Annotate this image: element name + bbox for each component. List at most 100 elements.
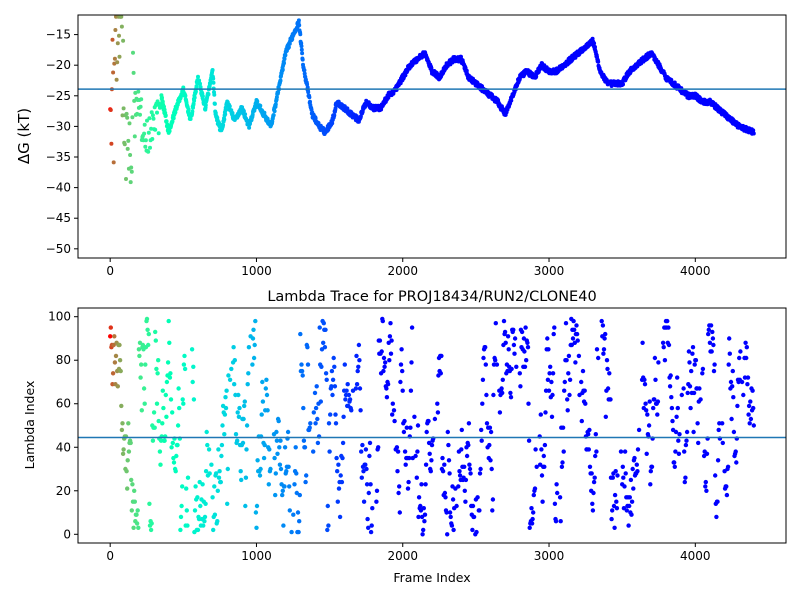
- lambda-point: [318, 399, 323, 404]
- lambda-point: [553, 519, 559, 524]
- lambda-point: [358, 408, 363, 413]
- lambda-point: [390, 412, 395, 417]
- lambda-point: [730, 368, 735, 374]
- lambda-point: [260, 399, 266, 404]
- free-energy-point: [113, 28, 118, 32]
- y-tick-label: −35: [46, 150, 71, 164]
- lambda-point: [280, 488, 285, 493]
- lambda-point: [669, 405, 675, 411]
- lambda-point: [557, 495, 563, 500]
- lambda-point: [335, 469, 340, 474]
- lambda-point: [220, 423, 225, 428]
- lambda-point: [356, 342, 362, 348]
- lambda-point: [457, 469, 462, 474]
- free-energy-y-axis-label: ΔG (kT): [15, 108, 33, 164]
- free-energy-point: [193, 89, 198, 94]
- lambda-point: [400, 388, 405, 393]
- free-energy-point: [142, 131, 147, 136]
- lambda-point: [423, 462, 429, 467]
- free-energy-point: [150, 137, 155, 141]
- free-energy-point: [241, 109, 246, 114]
- free-energy-point: [153, 127, 158, 132]
- lambda-point: [475, 495, 480, 500]
- free-energy-point: [110, 37, 115, 42]
- lambda-point: [178, 514, 184, 520]
- lambda-point: [268, 466, 273, 472]
- free-energy-point: [122, 142, 127, 147]
- lambda-point: [547, 371, 552, 376]
- lambda-point: [240, 440, 246, 446]
- lambda-point: [728, 379, 734, 385]
- lambda-point: [236, 392, 241, 398]
- lambda-point: [258, 466, 263, 472]
- free-energy-point: [143, 138, 148, 143]
- free-energy-point: [117, 33, 121, 38]
- free-energy-point: [534, 74, 539, 79]
- lambda-point: [332, 364, 337, 369]
- free-energy-point: [119, 24, 124, 29]
- lambda-point: [720, 421, 725, 426]
- lambda-point: [236, 414, 242, 419]
- lambda-point: [542, 442, 548, 448]
- free-energy-point: [117, 54, 122, 59]
- lambda-point: [117, 342, 122, 348]
- lambda-point: [264, 377, 269, 382]
- lambda-point: [366, 525, 371, 530]
- lambda-point: [291, 512, 296, 517]
- free-energy-point: [345, 106, 350, 111]
- lambda-point: [630, 466, 635, 472]
- x-tick-label: 0: [106, 549, 114, 563]
- lambda-point: [203, 501, 208, 506]
- lambda-point: [614, 499, 619, 504]
- lambda-point: [511, 327, 516, 332]
- lambda-point: [424, 429, 429, 435]
- free-energy-point: [282, 57, 287, 61]
- lambda-point: [540, 499, 545, 504]
- lambda-point: [363, 462, 368, 467]
- free-energy-point: [121, 38, 126, 43]
- lambda-point: [713, 473, 718, 478]
- lambda-point: [653, 377, 658, 382]
- lambda-point: [446, 458, 452, 463]
- free-energy-point: [258, 103, 263, 108]
- lambda-point: [128, 440, 133, 446]
- free-energy-point: [136, 89, 141, 94]
- free-energy-point: [299, 47, 304, 52]
- lambda-point: [652, 397, 657, 402]
- free-energy-point: [429, 66, 434, 71]
- lambda-point: [397, 510, 402, 515]
- lambda-point: [731, 429, 737, 435]
- lambda-point: [489, 466, 494, 472]
- lambda-point: [462, 488, 467, 493]
- lambda-point: [338, 473, 343, 478]
- lambda-point: [707, 340, 713, 345]
- lambda-point: [380, 318, 385, 324]
- lambda-axes-frame: [77, 307, 787, 544]
- lambda-point: [395, 469, 400, 474]
- lambda-point: [627, 495, 632, 500]
- lambda-point: [527, 525, 532, 530]
- lambda-point: [669, 395, 674, 400]
- lambda-point: [672, 464, 677, 469]
- lambda-point: [322, 345, 328, 350]
- lambda-point: [119, 427, 125, 433]
- lambda-point: [173, 469, 178, 474]
- free-energy-point: [308, 99, 312, 104]
- lambda-point: [644, 451, 649, 456]
- lambda-point: [216, 447, 221, 452]
- lambda-point: [666, 325, 671, 330]
- lambda-point: [566, 353, 572, 359]
- lambda-point: [387, 334, 393, 339]
- lambda-point: [623, 471, 628, 476]
- lambda-point: [416, 514, 421, 520]
- lambda-point: [490, 497, 496, 502]
- lambda-point: [284, 469, 289, 474]
- lambda-point: [704, 488, 709, 493]
- free-energy-point: [223, 112, 228, 117]
- lambda-x-ticks: 0 1000 2000 3000 4000: [106, 543, 711, 563]
- lambda-point: [416, 495, 422, 500]
- lambda-point: [395, 449, 401, 454]
- lambda-point: [484, 421, 490, 426]
- lambda-point: [390, 401, 395, 406]
- free-energy-point: [272, 109, 277, 114]
